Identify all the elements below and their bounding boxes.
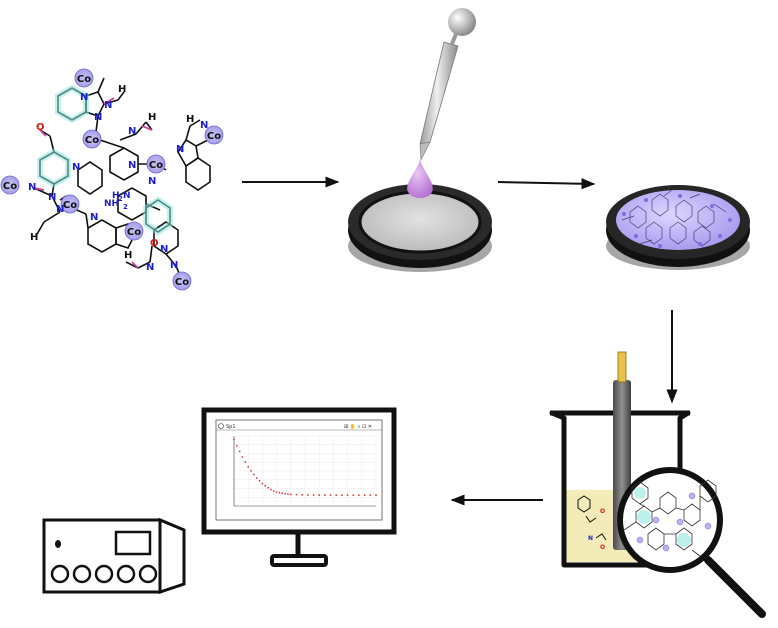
svg-text:N: N — [148, 176, 156, 187]
svg-text:H: H — [186, 114, 194, 125]
data-point — [312, 494, 315, 496]
data-point — [352, 494, 355, 497]
svg-text:2: 2 — [123, 203, 128, 211]
svg-text:N: N — [104, 100, 112, 111]
data-point — [244, 461, 247, 463]
monitor-screen — [215, 419, 383, 521]
plot-axes — [233, 436, 376, 507]
control-knobs — [50, 564, 158, 584]
data-point — [235, 444, 238, 447]
pipette-icon — [407, 8, 476, 198]
svg-text:Co: Co — [127, 227, 141, 238]
data-point — [287, 493, 289, 495]
data-point — [318, 494, 321, 496]
svg-text:H: H — [112, 191, 120, 201]
data-point — [252, 473, 255, 476]
svg-text:N: N — [123, 191, 131, 201]
svg-text:N: N — [48, 192, 56, 203]
svg-text:N: N — [588, 535, 593, 542]
toolbar-icons: ⊞ ✋ ⌕ ⊡ ✕ — [344, 423, 372, 430]
svg-text:N: N — [90, 212, 98, 223]
data-point — [238, 450, 241, 453]
data-point — [346, 494, 349, 497]
svg-text:H: H — [30, 232, 38, 243]
data-point — [261, 482, 264, 485]
svg-text:H: H — [124, 250, 132, 261]
svg-text:Co: Co — [77, 74, 91, 85]
data-point — [250, 470, 252, 472]
data-point — [264, 484, 267, 487]
data-point — [275, 491, 278, 493]
data-point — [306, 494, 309, 496]
potentiostat — [42, 517, 186, 595]
cobalt-framework-structure: Co Co Co Co Co Co Co Co N N N H N N H H … — [0, 68, 224, 291]
data-point — [278, 491, 281, 494]
svg-text:O: O — [36, 122, 45, 133]
svg-text:N: N — [128, 160, 136, 171]
svg-text:N: N — [56, 204, 64, 215]
data-point — [255, 477, 258, 479]
display-panel — [114, 530, 152, 556]
data-point — [341, 494, 343, 497]
data-point — [272, 490, 275, 492]
svg-text:2: 2 — [118, 195, 123, 203]
svg-text:N: N — [160, 244, 168, 255]
svg-text:O: O — [600, 508, 605, 515]
svg-text:H: H — [148, 112, 156, 123]
data-point — [295, 493, 298, 496]
data-point — [335, 494, 338, 497]
monitor: Sp1 ⊞ ✋ ⌕ ⊡ ✕ — [201, 407, 397, 567]
process-arrows — [242, 176, 678, 506]
svg-text:N: N — [176, 144, 184, 155]
decay-plot — [233, 435, 377, 507]
svg-text:Co: Co — [63, 200, 77, 211]
svg-text:NH: NH — [104, 199, 119, 209]
arrow-electrode-to-coated — [497, 178, 596, 190]
svg-text:O: O — [600, 544, 605, 551]
svg-text:N: N — [80, 92, 88, 103]
svg-text:N: N — [128, 126, 136, 137]
svg-text:N: N — [72, 162, 80, 173]
svg-text:Co: Co — [85, 135, 99, 146]
svg-text:Co: Co — [175, 277, 189, 288]
magnifier-icon — [617, 467, 766, 618]
data-point — [284, 492, 287, 495]
power-indicator — [55, 540, 61, 548]
data-point — [241, 456, 244, 458]
data-point — [233, 438, 235, 441]
svg-text:H: H — [118, 84, 126, 95]
svg-text:Co: Co — [149, 160, 163, 171]
data-point — [270, 488, 272, 491]
svg-text:N: N — [146, 262, 154, 273]
data-point — [258, 479, 261, 482]
data-point — [323, 494, 326, 496]
window-title: Sp1 — [226, 424, 236, 430]
svg-text:Co: Co — [3, 181, 17, 192]
modified-electrode — [606, 185, 750, 270]
app-logo-icon — [218, 423, 224, 429]
svg-text:O: O — [150, 238, 159, 249]
svg-text:N: N — [94, 112, 102, 123]
data-point — [375, 494, 377, 497]
data-point — [247, 465, 250, 468]
data-point — [281, 492, 284, 495]
drop-icon — [407, 160, 433, 198]
data-point — [289, 493, 292, 496]
data-point — [301, 493, 304, 496]
electrochemical-cell: O N O — [549, 351, 766, 618]
cobalt-centers: Co Co Co Co Co Co Co Co — [0, 68, 224, 291]
data-point — [267, 486, 269, 489]
svg-text:N: N — [28, 182, 36, 193]
data-point — [329, 494, 332, 497]
svg-text:N: N — [200, 120, 208, 131]
data-point — [358, 494, 360, 497]
data-point — [369, 494, 372, 497]
data-point — [363, 494, 366, 497]
svg-text:N: N — [170, 260, 178, 271]
svg-text:Co: Co — [207, 131, 221, 142]
bare-electrode-dropcast — [348, 184, 492, 272]
